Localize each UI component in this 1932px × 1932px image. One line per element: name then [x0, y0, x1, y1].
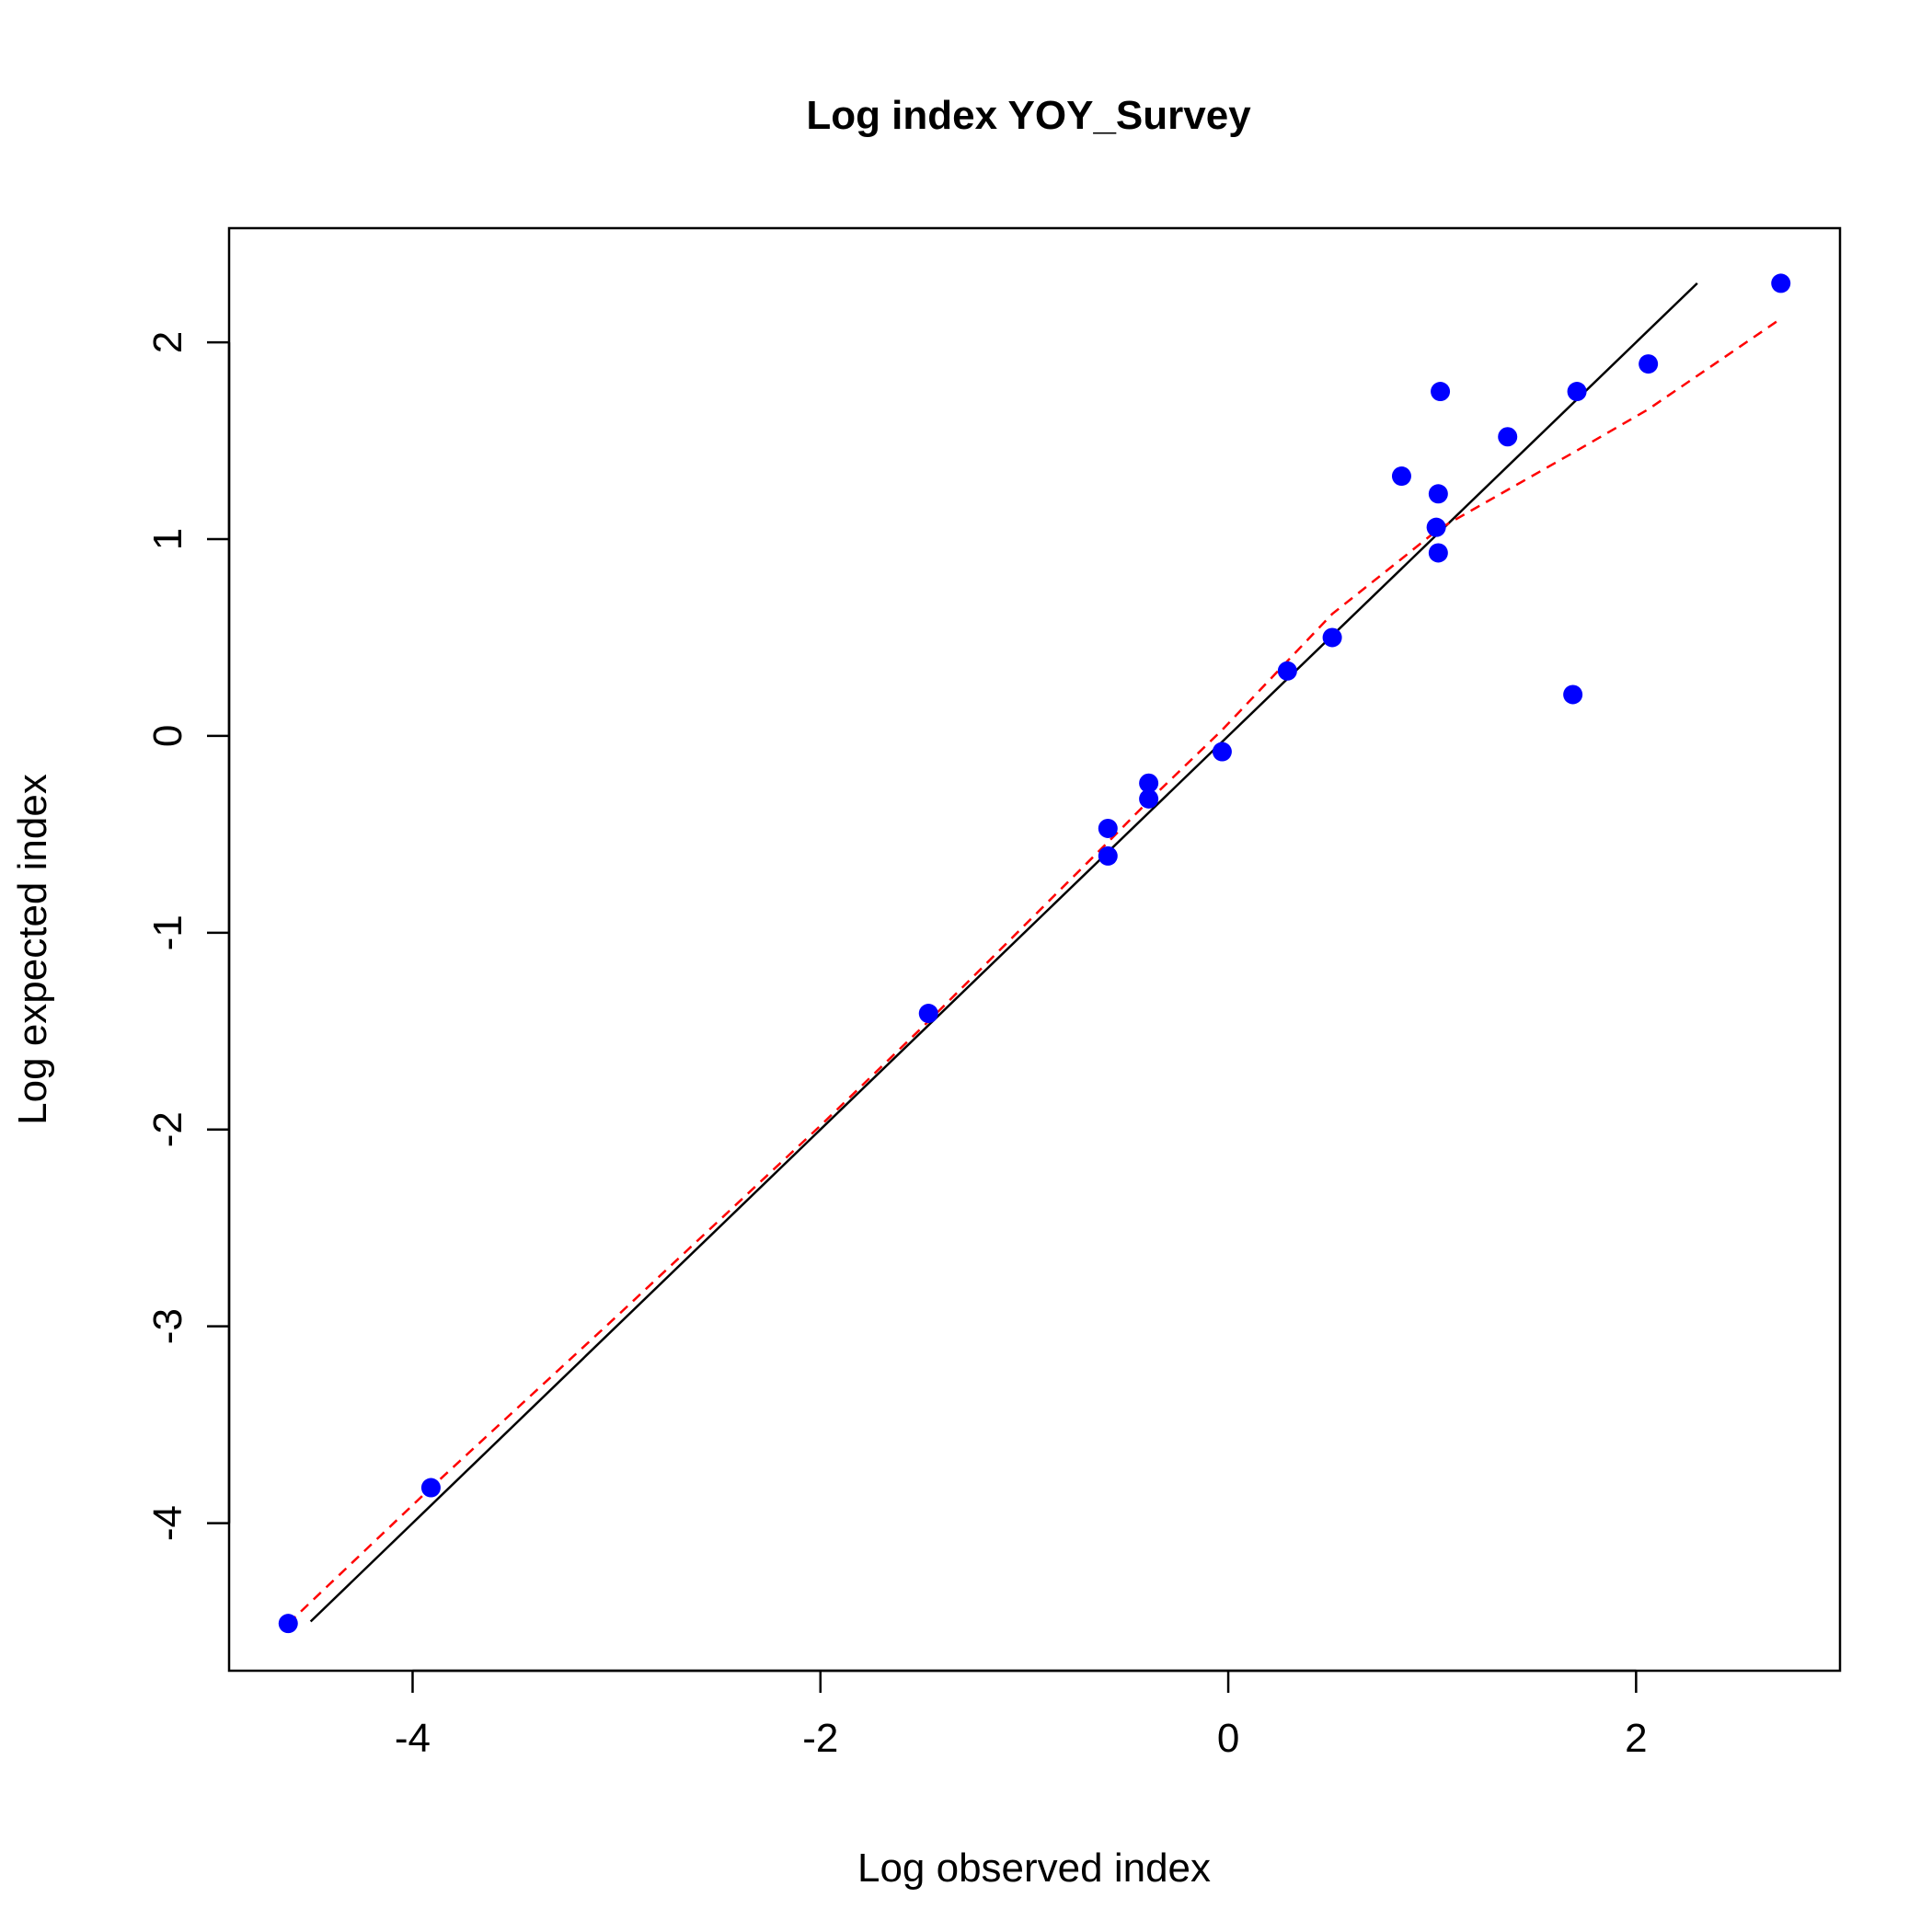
data-point	[1139, 773, 1159, 793]
y-tick-label: -4	[145, 1505, 190, 1541]
data-point	[1426, 517, 1446, 537]
y-tick-label: -2	[145, 1111, 190, 1147]
y-axis-label: Log expected index	[10, 774, 55, 1125]
x-tick-label: 2	[1625, 1716, 1647, 1761]
lines	[287, 282, 1782, 1625]
y-tick-label: 0	[145, 725, 190, 747]
data-point	[420, 1478, 441, 1498]
y-tick-label: -1	[145, 914, 190, 950]
y-axis: -4 -3 -2 -1 0 1 2	[145, 331, 231, 1541]
plot-frame	[227, 226, 1842, 1673]
chart-title: Log index YOY_Survey	[806, 93, 1251, 138]
identity-line	[309, 282, 1698, 1623]
data-point	[1563, 684, 1583, 705]
y-tick-label: 1	[145, 528, 190, 550]
data-point	[1098, 845, 1118, 866]
data-point	[1098, 818, 1118, 838]
data-point	[1139, 788, 1159, 809]
data-point	[1639, 354, 1659, 374]
y-tick-label: 2	[145, 331, 190, 353]
data-point	[1391, 466, 1411, 487]
y-tick-label: -3	[145, 1308, 190, 1344]
data-point	[1322, 627, 1342, 648]
data-point	[1277, 661, 1297, 681]
x-axis: -4 -2 0 2	[395, 1669, 1648, 1761]
smoother-line	[287, 317, 1782, 1625]
points	[278, 273, 1791, 1634]
x-tick-label: 0	[1217, 1716, 1239, 1761]
data-point	[1567, 382, 1587, 402]
data-point	[1428, 543, 1448, 563]
data-point	[1771, 273, 1791, 293]
data-point	[1428, 484, 1448, 504]
data-point	[1212, 742, 1232, 762]
data-point	[1431, 382, 1451, 402]
data-point	[278, 1614, 298, 1634]
x-tick-label: -2	[802, 1716, 838, 1761]
x-axis-label: Log observed index	[857, 1846, 1211, 1891]
data-point	[918, 1004, 938, 1024]
x-tick-label: -4	[395, 1716, 431, 1761]
data-point	[1498, 427, 1518, 447]
